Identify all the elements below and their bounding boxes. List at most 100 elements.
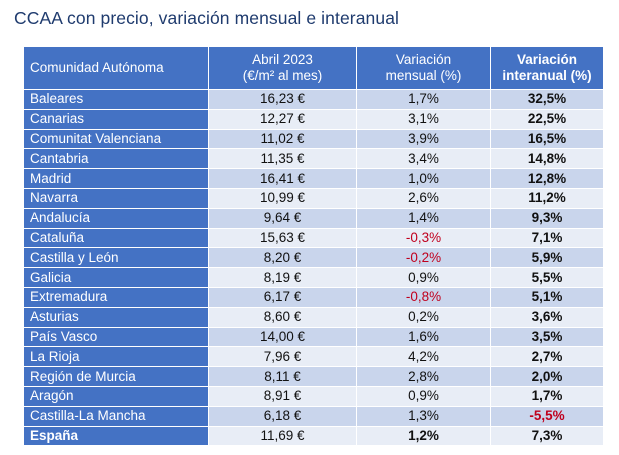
header-region-label: Comunidad Autónoma [30,60,164,76]
table-row: Cantabria 11,35 €3,4% 14,8% [23,148,604,170]
yearly-change-cell: 14,8% [490,148,604,170]
monthly-change-cell: 0,2% [356,306,491,328]
price-cell: 9,64 € [208,207,357,229]
monthly-change-cell: 1,7% [356,89,491,110]
monthly-change-cell: 1,3% [356,405,491,427]
monthly-change-cell: 0,9% [356,267,491,288]
data-table-container: Comunidad Autónoma Abril 2023 (€/m² al m… [23,46,604,447]
table-row: La Rioja 7,96 €4,2% 2,7% [23,346,604,368]
table-row: Madrid 16,41 €1,0% 12,8% [23,168,604,189]
region-cell: Comunitat Valenciana [23,128,209,150]
table-body: Baleares 16,23 €1,7% 32,5% Canarias 12,27 €3… [23,89,604,447]
table-total-row: España 11,69 €1,2% 7,3% [23,425,604,447]
price-cell: 6,17 € [208,286,357,308]
header-monthly-line2: mensual (%) [385,68,462,83]
yearly-change-cell: 22,5% [490,108,604,130]
table-row: Extremadura 6,17 € -0,8% 5,1% [23,286,604,308]
total-monthly-change-cell: 1,2% [356,425,491,447]
header-yearly-line2: interanual (%) [502,68,592,83]
yearly-change-cell: 1,7% [490,385,604,407]
monthly-change-cell: 3,9% [356,128,491,150]
yearly-change-cell: 2,7% [490,346,604,368]
region-cell: Castilla-La Mancha [23,405,209,427]
yearly-change-cell: 5,9% [490,247,604,269]
yearly-change-cell: 11,2% [490,187,604,209]
region-cell: Cantabria [23,148,209,170]
header-price-line2: (€/m² al mes) [242,68,323,83]
monthly-change-cell: 1,0% [356,168,491,189]
monthly-change-cell: 0,9% [356,385,491,407]
yearly-change-cell: 32,5% [490,89,604,110]
total-region-cell: España [23,425,209,447]
table-row: Aragón 8,91 €0,9% 1,7% [23,385,604,407]
monthly-change-cell: 2,8% [356,366,491,387]
yearly-change-cell: 16,5% [490,128,604,150]
table-row: Región de Murcia 8,11 €2,8% 2,0% [23,366,604,387]
price-cell: 8,91 € [208,385,357,407]
price-cell: 11,02 € [208,128,357,150]
yearly-change-cell: 7,1% [490,227,604,249]
total-yearly-change-cell: 7,3% [490,425,604,447]
monthly-change-cell: 1,6% [356,326,491,348]
monthly-change-cell: 3,1% [356,108,491,130]
total-price-cell: 11,69 € [208,425,357,447]
page-title: CCAA con precio, variación mensual e int… [14,8,400,28]
table-row: Navarra 10,99 €2,6% 11,2% [23,187,604,209]
monthly-change-cell: 1,4% [356,207,491,229]
table-row: Baleares 16,23 €1,7% 32,5% [23,89,604,110]
price-cell: 8,19 € [208,267,357,288]
region-cell: Aragón [23,385,209,407]
price-cell: 14,00 € [208,326,357,348]
table-row: Cataluña 15,63 € -0,3% 7,1% [23,227,604,249]
monthly-change-cell: -0,2% [356,247,491,269]
header-monthly: Variación mensual (%) [356,46,491,90]
region-cell: Asturias [23,306,209,328]
price-cell: 6,18 € [208,405,357,427]
table-row: País Vasco 14,00 €1,6% 3,5% [23,326,604,348]
yearly-change-cell: 2,0% [490,366,604,387]
header-region: Comunidad Autónoma [23,46,209,90]
header-monthly-line1: Variación [395,52,452,68]
table-row: Castilla-La Mancha 6,18 €1,3% -5,5% [23,405,604,427]
region-cell: Región de Murcia [23,366,209,387]
region-cell: Extremadura [23,286,209,308]
price-cell: 7,96 € [208,346,357,368]
monthly-change-cell: 3,4% [356,148,491,170]
yearly-change-cell: 5,5% [490,267,604,288]
header-yearly: Variación interanual (%) [490,46,604,90]
price-cell: 16,41 € [208,168,357,189]
region-cell: Baleares [23,89,209,110]
region-cell: Cataluña [23,227,209,249]
region-cell: País Vasco [23,326,209,348]
region-cell: Castilla y León [23,247,209,269]
price-cell: 12,27 € [208,108,357,130]
table-row: Andalucía 9,64 €1,4% 9,3% [23,207,604,229]
price-cell: 16,23 € [208,89,357,110]
table-row: Asturias 8,60 €0,2% 3,6% [23,306,604,328]
region-cell: La Rioja [23,346,209,368]
price-cell: 8,11 € [208,366,357,387]
yearly-change-cell: -5,5% [490,405,604,427]
monthly-change-cell: -0,8% [356,286,491,308]
yearly-change-cell: 12,8% [490,168,604,189]
yearly-change-cell: 9,3% [490,207,604,229]
table-header-row: Comunidad Autónoma Abril 2023 (€/m² al m… [23,46,604,90]
table-row: Galicia 8,19 €0,9% 5,5% [23,267,604,288]
monthly-change-cell: -0,3% [356,227,491,249]
price-cell: 15,63 € [208,227,357,249]
region-cell: Madrid [23,168,209,189]
table-row: Comunitat Valenciana 11,02 €3,9% 16,5% [23,128,604,150]
table-row: Castilla y León 8,20 € -0,2% 5,9% [23,247,604,269]
region-cell: Galicia [23,267,209,288]
yearly-change-cell: 3,5% [490,326,604,348]
region-cell: Navarra [23,187,209,209]
header-yearly-line1: Variación [516,52,578,68]
price-cell: 8,60 € [208,306,357,328]
header-price: Abril 2023 (€/m² al mes) [208,46,357,90]
header-price-line1: Abril 2023 [252,52,313,68]
region-cell: Canarias [23,108,209,130]
price-cell: 11,35 € [208,148,357,170]
table-row: Canarias 12,27 €3,1% 22,5% [23,108,604,130]
yearly-change-cell: 5,1% [490,286,604,308]
monthly-change-cell: 4,2% [356,346,491,368]
